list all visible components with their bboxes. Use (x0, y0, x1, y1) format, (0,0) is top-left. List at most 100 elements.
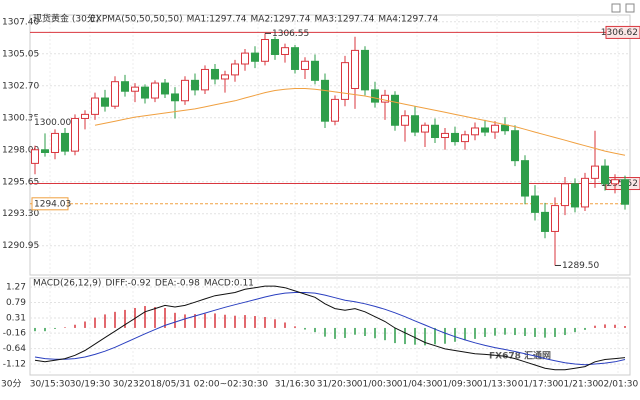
price-tag-label: 1295.52 (601, 179, 638, 189)
candle-body (581, 177, 589, 208)
candle-body (591, 165, 599, 179)
price-tag-label: 1294.03 (34, 199, 71, 209)
candle-body (341, 62, 349, 100)
candle-body (601, 165, 609, 185)
candle-body (161, 82, 169, 95)
indicator-label: MA1:1297.74 (187, 15, 247, 25)
x-tick-label: 02/01:30 (598, 380, 639, 390)
candle-body (541, 211, 549, 232)
macd-stat: MACD:0.11 (204, 279, 254, 289)
candle-body (561, 183, 569, 207)
candle-body (271, 39, 279, 55)
x-tick-label: 01/13:30 (477, 380, 518, 390)
candle-body (521, 160, 529, 197)
expma-line (94, 88, 626, 156)
y-tick-label: -0.16 (3, 329, 27, 339)
high-label: 1306.55 (272, 29, 309, 39)
candle-body (311, 60, 319, 81)
watermark: FX678 汇通网 (489, 350, 551, 362)
candle-body (451, 132, 459, 143)
x-tick-label: 01/17:30 (518, 380, 559, 390)
candle-body (331, 98, 339, 122)
indicator-label: MA3:1297.74 (314, 15, 374, 25)
icon (625, 3, 635, 13)
macd-stat: DIFF:-0.92 (105, 279, 151, 289)
candle-body (571, 183, 579, 208)
y-tick-label: 1300.35 (2, 113, 39, 123)
icon (611, 3, 621, 13)
candle-body (491, 124, 499, 133)
candle-body (511, 130, 519, 162)
candle-body (61, 132, 69, 152)
indicator-label: MA2:1297.74 (251, 15, 311, 25)
candle-body (371, 89, 379, 103)
candle-body (551, 205, 559, 232)
macd-panel (29, 277, 631, 376)
candle-body (281, 47, 289, 55)
candle-body (531, 195, 539, 213)
candle-body (91, 97, 99, 115)
cursor-label: 2018/05/31 02:00~02:30 (139, 380, 253, 390)
candle-body (141, 86, 149, 99)
candle-body (111, 81, 119, 107)
candle-body (81, 113, 89, 119)
candle-body (101, 97, 109, 107)
low-label: 1289.50 (562, 261, 599, 271)
price-tag (605, 25, 640, 39)
candle-body (351, 49, 359, 90)
candle-body (481, 127, 489, 133)
candle-body (121, 81, 129, 92)
y-tick-label: 1.27 (6, 283, 26, 293)
candle-body (391, 94, 399, 126)
candle-body (131, 86, 139, 92)
candle-body (41, 149, 49, 153)
candle-body (291, 47, 299, 70)
candle-body (431, 124, 439, 139)
x-tick-label: 2:30 (248, 380, 268, 390)
candle-body (301, 60, 309, 70)
period-label: 30分 (1, 379, 21, 390)
dea-line (34, 292, 626, 366)
candle-body (411, 115, 419, 133)
candle-body (51, 132, 59, 153)
candle-body (241, 52, 249, 65)
candle-body (181, 79, 189, 102)
y-tick-label: 0.31 (6, 313, 26, 323)
price-panel (29, 14, 631, 276)
price-tag-label: 1300.00 (34, 118, 71, 128)
x-tick-label: 30/23:30 (113, 380, 154, 390)
candle-body (621, 179, 629, 205)
y-tick-label: 1305.05 (2, 49, 39, 59)
indicator-label: EXPMA(50,50,50,50) (90, 15, 183, 25)
candle-body (191, 79, 199, 91)
candle-body (211, 68, 219, 80)
candle-body (251, 52, 259, 62)
candle-body (261, 39, 269, 62)
candle-body (471, 127, 479, 136)
chart-title: 现货黄金 (30分) (33, 13, 99, 25)
y-tick-label: 1293.30 (2, 209, 39, 219)
price-tag (32, 116, 68, 129)
candle-body (461, 134, 469, 143)
candle-body (501, 124, 509, 132)
candle-body (31, 149, 39, 164)
indicator-label: MA4:1297.74 (378, 15, 438, 25)
macd-title: MACD(26,12,9) (33, 279, 101, 289)
candle-body (401, 115, 409, 126)
candle-body (611, 179, 619, 185)
candle-body (321, 79, 329, 122)
x-tick-label: 01/00:30 (357, 380, 398, 390)
y-tick-label: -1.12 (3, 360, 26, 370)
candle-body (361, 49, 369, 91)
candle-body (151, 82, 159, 99)
y-tick-label: 1295.65 (2, 177, 39, 187)
x-tick-label: 01/04:30 (397, 380, 438, 390)
candle-body (221, 74, 229, 80)
x-tick-label: 31/16:30 (275, 380, 316, 390)
macd-stat: DEA:-0.98 (155, 279, 200, 289)
x-tick-label: 01/21:30 (558, 380, 599, 390)
price-tag-label: 1306.62 (601, 28, 638, 38)
y-tick-label: 1290.95 (2, 241, 39, 251)
candle-body (441, 132, 449, 139)
